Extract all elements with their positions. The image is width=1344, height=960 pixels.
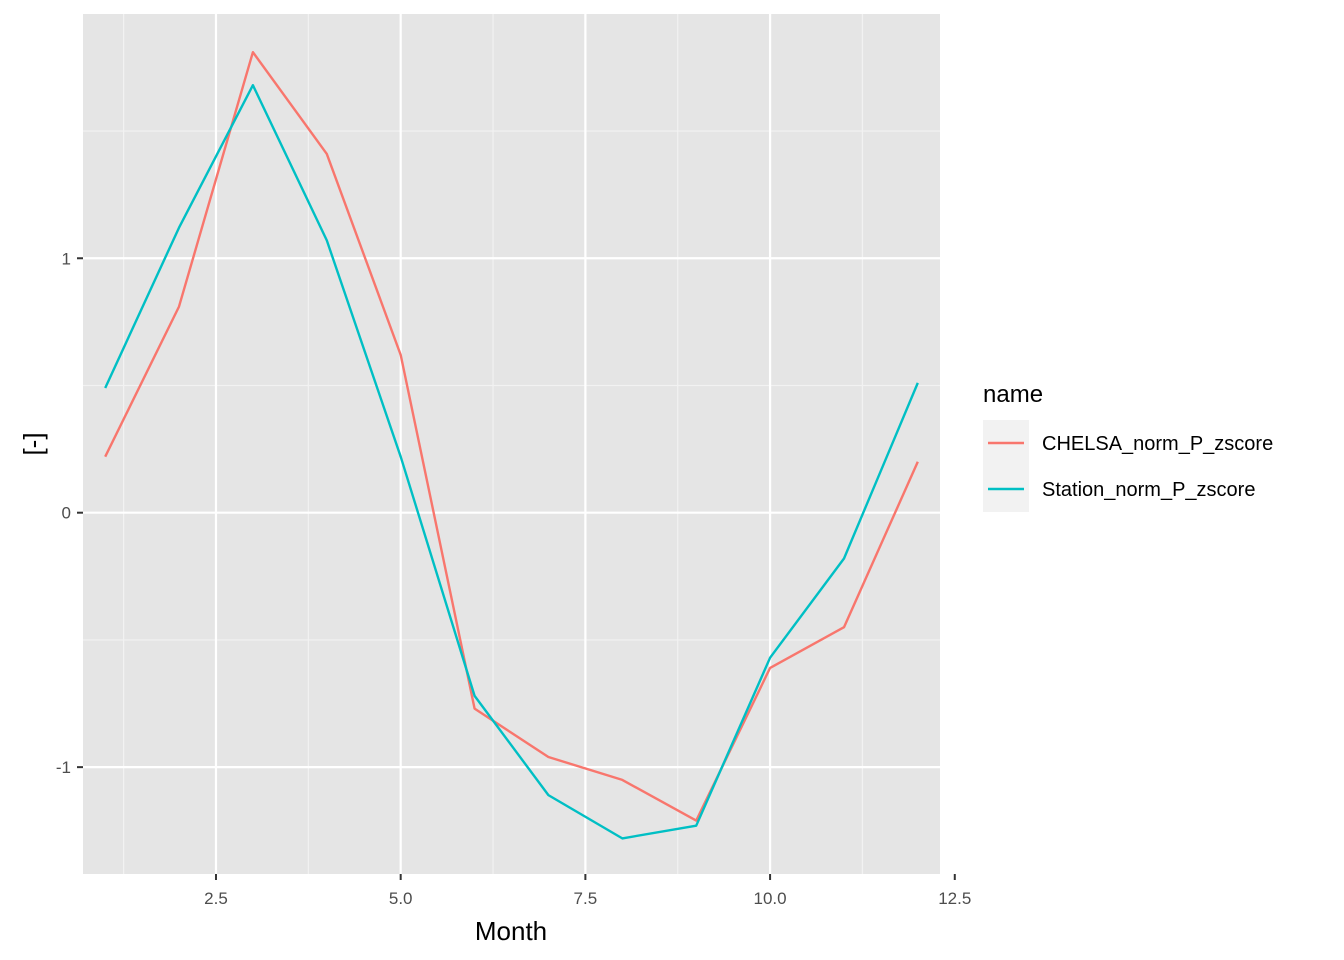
- legend-label: CHELSA_norm_P_zscore: [1042, 433, 1273, 455]
- legend: name CHELSA_norm_P_zscore Station_norm_P_…: [983, 381, 1273, 512]
- y-axis: -1 0 1: [56, 249, 83, 777]
- x-tick-label: 7.5: [574, 889, 598, 908]
- y-axis-title: [-]: [18, 432, 48, 455]
- legend-label: Station_norm_P_zscore: [1042, 479, 1255, 501]
- grid-minor: [83, 14, 940, 874]
- x-tick-label: 2.5: [204, 889, 228, 908]
- series-line: [104, 51, 919, 822]
- series-line: [104, 83, 919, 840]
- x-tick-label: 12.5: [938, 889, 971, 908]
- y-tick-label: -1: [56, 758, 71, 777]
- x-tick-label: 5.0: [389, 889, 413, 908]
- y-tick-label: 1: [62, 249, 71, 268]
- series-lines: [104, 51, 919, 840]
- x-tick-label: 10.0: [754, 889, 787, 908]
- legend-title: name: [983, 381, 1043, 408]
- panel-background: [83, 14, 940, 874]
- x-axis-title: Month: [475, 916, 547, 946]
- x-axis: 2.5 5.0 7.5 10.0 12.5: [204, 874, 971, 908]
- y-tick-label: 0: [62, 504, 71, 523]
